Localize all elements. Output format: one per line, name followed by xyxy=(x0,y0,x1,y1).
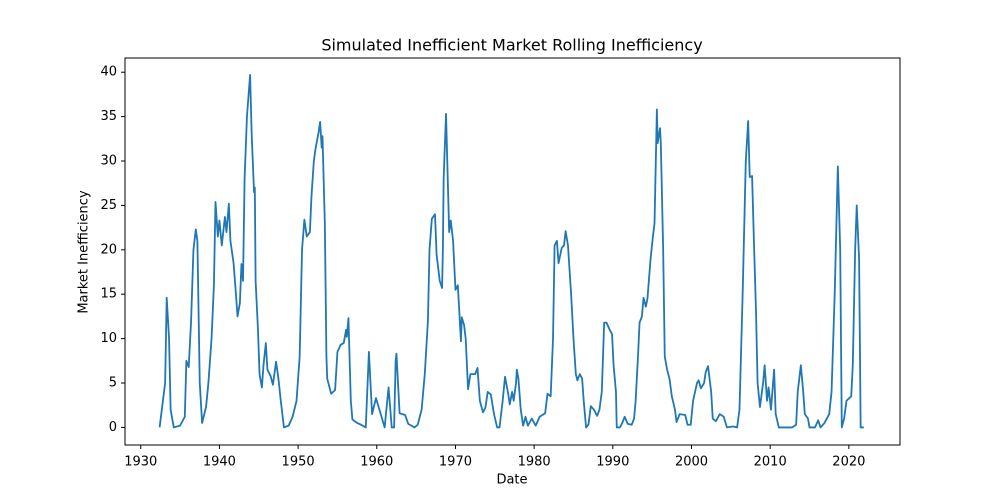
x-tick-label: 1940 xyxy=(203,455,236,470)
y-tick-label: 0 xyxy=(109,420,117,435)
y-tick-label: 5 xyxy=(109,376,117,391)
plot-frame xyxy=(124,57,901,446)
x-tick-label: 2010 xyxy=(754,455,787,470)
x-tick-label: 1990 xyxy=(596,455,629,470)
y-tick-label: 25 xyxy=(100,198,117,213)
x-tick-label: 1930 xyxy=(124,455,157,470)
x-tick-label: 2000 xyxy=(675,455,708,470)
x-tick-label: 1950 xyxy=(282,455,315,470)
chart-title: Simulated Inefficient Market Rolling Ine… xyxy=(321,36,702,55)
x-tick-label: 1960 xyxy=(360,455,393,470)
data-line xyxy=(158,73,864,429)
x-axis-label: Date xyxy=(496,473,527,488)
y-axis-label: Market Inefficiency xyxy=(77,190,92,314)
x-tick-label: 1970 xyxy=(439,455,472,470)
y-tick-label: 40 xyxy=(100,65,117,80)
y-tick-label: 20 xyxy=(100,242,117,257)
y-tick-label: 15 xyxy=(100,287,117,302)
y-tick-label: 30 xyxy=(100,154,117,169)
y-tick-label: 10 xyxy=(100,331,117,346)
x-tick-label: 1980 xyxy=(518,455,551,470)
y-tick-label: 35 xyxy=(100,109,117,124)
x-tick-label: 2020 xyxy=(832,455,865,470)
